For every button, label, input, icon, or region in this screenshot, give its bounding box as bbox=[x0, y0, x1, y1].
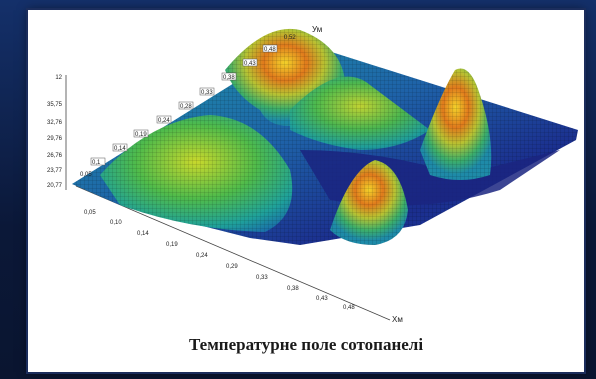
z-tick-label: 29,76 bbox=[47, 136, 63, 142]
surface-right-peak-mesh bbox=[420, 68, 492, 180]
y-tick-label: 0,24 bbox=[158, 118, 170, 124]
y-tick-label: 0,14 bbox=[114, 146, 126, 152]
x-tick-label: 0,33 bbox=[256, 275, 268, 281]
y-tick-label: 0,1 bbox=[92, 160, 101, 166]
x-tick-label: 0,19 bbox=[166, 242, 178, 248]
z-tick-label: 23,77 bbox=[47, 168, 63, 174]
x-axis-title: Хм bbox=[392, 315, 403, 324]
y-tick-label: 0,28 bbox=[180, 104, 192, 110]
z-tick-label: 26,76 bbox=[47, 153, 63, 159]
y-axis-ticks: 0,1 0,14 0,19 0,24 0,28 0,33 0,38 0,43 0… bbox=[80, 25, 322, 178]
y-tick-label: 0,19 bbox=[135, 132, 147, 138]
z-tick-label: 35,75 bbox=[47, 102, 63, 108]
x-tick-label: 0,14 bbox=[137, 231, 149, 237]
x-axis-ticks: 0,05 0,10 0,14 0,19 0,24 0,29 0,33 0,38 … bbox=[84, 210, 403, 324]
x-tick-label: 0,24 bbox=[196, 253, 208, 259]
x-tick-label: 0,10 bbox=[110, 220, 122, 226]
z-tick-label: 32,76 bbox=[47, 120, 63, 126]
y-tick-label: 0,43 bbox=[244, 61, 256, 67]
surface-front-peak-mesh bbox=[330, 160, 408, 245]
figure-caption: Температурне поле сотопанелі bbox=[188, 335, 424, 354]
x-tick-label: 0,29 bbox=[226, 264, 238, 270]
x-tick-label: 0,43 bbox=[316, 296, 328, 302]
y-tick-label: 0,33 bbox=[201, 90, 213, 96]
surface-left-ridge-mesh bbox=[100, 115, 293, 232]
y-tick-label: 0,05 bbox=[80, 172, 92, 178]
x-tick-label: 0,38 bbox=[287, 286, 299, 292]
z-tick-label: 12 bbox=[55, 75, 62, 81]
x-tick-label: 0,48 bbox=[343, 305, 355, 311]
y-tick-label: 0,52 bbox=[284, 35, 296, 41]
y-tick-label: 0,48 bbox=[264, 47, 276, 53]
x-axis-line bbox=[75, 185, 391, 321]
surface-back-ridge-mesh bbox=[290, 76, 430, 150]
x-tick-label: 0,05 bbox=[84, 210, 96, 216]
y-axis-title: Ум bbox=[312, 25, 322, 34]
y-tick-label: 0,38 bbox=[223, 75, 235, 81]
z-axis-ticks: 12 35,75 32,76 29,76 26,76 23,77 20,77 bbox=[47, 75, 63, 189]
z-tick-label: 20,77 bbox=[47, 183, 63, 189]
